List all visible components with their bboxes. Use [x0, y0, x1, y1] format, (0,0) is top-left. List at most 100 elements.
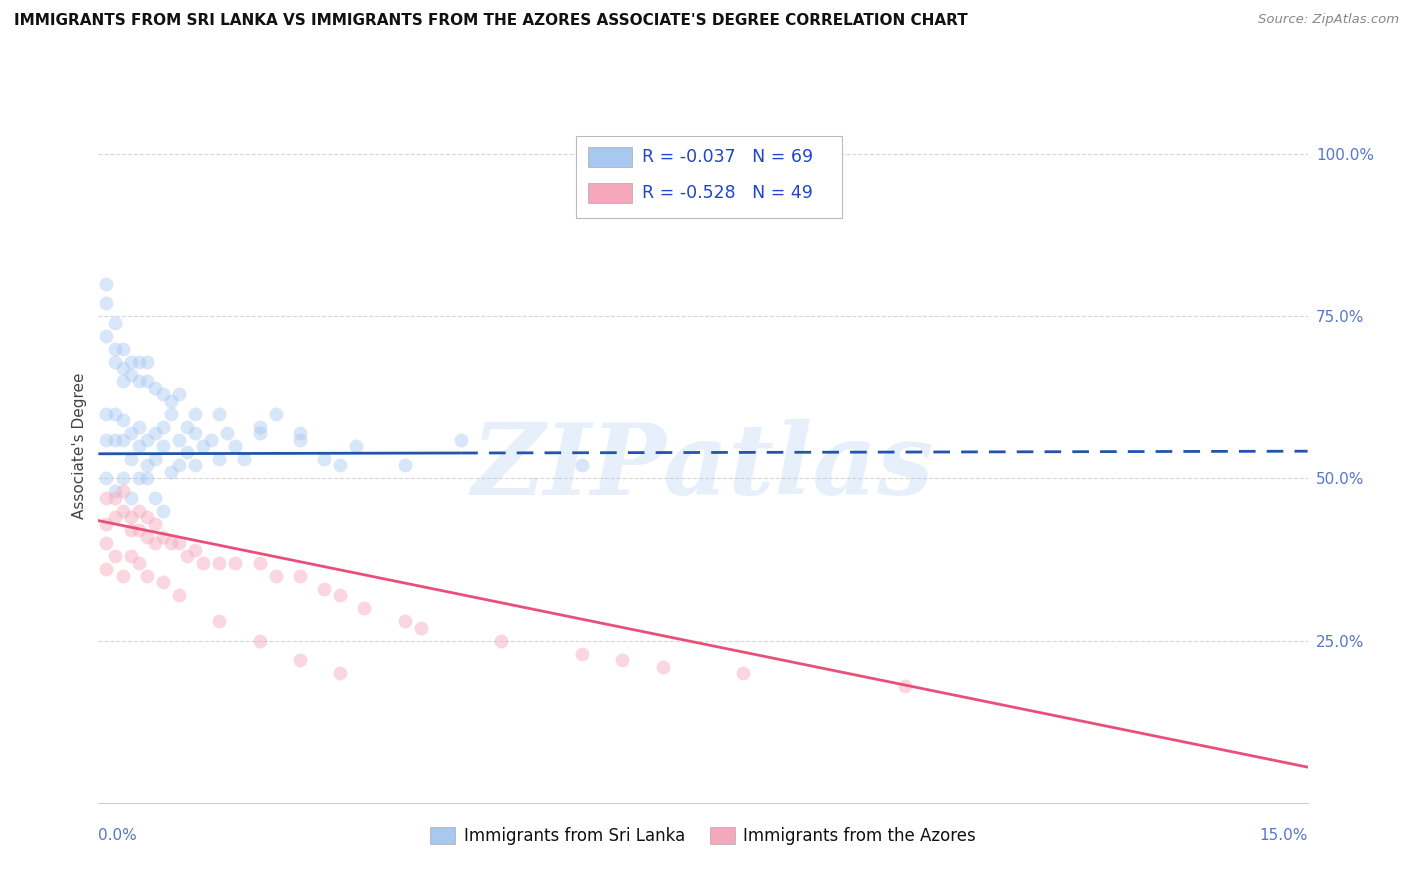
- Point: [612, 653, 634, 667]
- Point: [232, 452, 254, 467]
- Point: [208, 614, 231, 628]
- Point: [571, 647, 593, 661]
- Text: R = -0.528   N = 49: R = -0.528 N = 49: [641, 184, 813, 202]
- Text: 0.0%: 0.0%: [98, 828, 138, 843]
- Point: [160, 393, 183, 408]
- Point: [128, 419, 150, 434]
- Point: [103, 549, 125, 564]
- Point: [184, 458, 207, 473]
- Point: [208, 556, 231, 570]
- Point: [111, 433, 134, 447]
- Point: [120, 491, 142, 505]
- Point: [224, 439, 246, 453]
- Point: [128, 354, 150, 368]
- Point: [217, 425, 239, 440]
- Point: [96, 516, 118, 531]
- Point: [353, 601, 375, 615]
- Point: [249, 633, 271, 648]
- Point: [96, 562, 118, 576]
- Point: [143, 381, 166, 395]
- Point: [329, 588, 352, 602]
- Point: [143, 516, 166, 531]
- Point: [103, 342, 125, 356]
- Point: [249, 556, 271, 570]
- Point: [160, 465, 183, 479]
- Point: [152, 439, 174, 453]
- Point: [103, 354, 125, 368]
- Point: [450, 433, 472, 447]
- Point: [111, 504, 134, 518]
- Point: [208, 452, 231, 467]
- Point: [167, 458, 190, 473]
- Point: [193, 439, 215, 453]
- Point: [103, 433, 125, 447]
- Point: [264, 407, 287, 421]
- Point: [184, 425, 207, 440]
- Point: [128, 471, 150, 485]
- Point: [128, 524, 150, 538]
- Point: [152, 575, 174, 590]
- Point: [103, 510, 125, 524]
- Point: [176, 419, 198, 434]
- Text: 15.0%: 15.0%: [1260, 828, 1308, 843]
- Point: [893, 679, 915, 693]
- Point: [651, 659, 673, 673]
- Point: [152, 387, 174, 401]
- Point: [152, 419, 174, 434]
- Point: [329, 458, 352, 473]
- Point: [208, 407, 231, 421]
- Point: [120, 524, 142, 538]
- Point: [111, 342, 134, 356]
- Legend: Immigrants from Sri Lanka, Immigrants from the Azores: Immigrants from Sri Lanka, Immigrants fr…: [423, 820, 983, 852]
- Point: [96, 471, 118, 485]
- Point: [111, 374, 134, 388]
- Point: [394, 614, 416, 628]
- Point: [264, 568, 287, 582]
- Point: [120, 510, 142, 524]
- Point: [733, 666, 755, 681]
- Point: [314, 452, 336, 467]
- Point: [135, 568, 157, 582]
- Point: [135, 471, 157, 485]
- Point: [200, 433, 222, 447]
- Point: [135, 433, 157, 447]
- Point: [103, 316, 125, 330]
- Point: [96, 491, 118, 505]
- Point: [160, 536, 183, 550]
- Point: [143, 425, 166, 440]
- Point: [288, 433, 311, 447]
- Point: [135, 510, 157, 524]
- Point: [249, 419, 271, 434]
- Point: [167, 387, 190, 401]
- Point: [135, 374, 157, 388]
- Point: [111, 568, 134, 582]
- Point: [571, 458, 593, 473]
- Point: [288, 425, 311, 440]
- Point: [344, 439, 367, 453]
- Point: [329, 666, 352, 681]
- Point: [193, 556, 215, 570]
- Point: [111, 413, 134, 427]
- Point: [167, 433, 190, 447]
- Point: [120, 368, 142, 382]
- Text: IMMIGRANTS FROM SRI LANKA VS IMMIGRANTS FROM THE AZORES ASSOCIATE'S DEGREE CORRE: IMMIGRANTS FROM SRI LANKA VS IMMIGRANTS …: [14, 13, 967, 29]
- Point: [111, 471, 134, 485]
- FancyBboxPatch shape: [588, 147, 633, 168]
- Point: [167, 536, 190, 550]
- Point: [111, 484, 134, 499]
- Point: [96, 536, 118, 550]
- Point: [135, 354, 157, 368]
- Point: [184, 542, 207, 557]
- Point: [491, 633, 513, 648]
- Point: [96, 433, 118, 447]
- Point: [135, 530, 157, 544]
- Point: [394, 458, 416, 473]
- Point: [120, 549, 142, 564]
- Point: [128, 504, 150, 518]
- FancyBboxPatch shape: [576, 136, 842, 218]
- Point: [249, 425, 271, 440]
- Point: [111, 361, 134, 376]
- Point: [120, 452, 142, 467]
- Point: [167, 588, 190, 602]
- Point: [120, 425, 142, 440]
